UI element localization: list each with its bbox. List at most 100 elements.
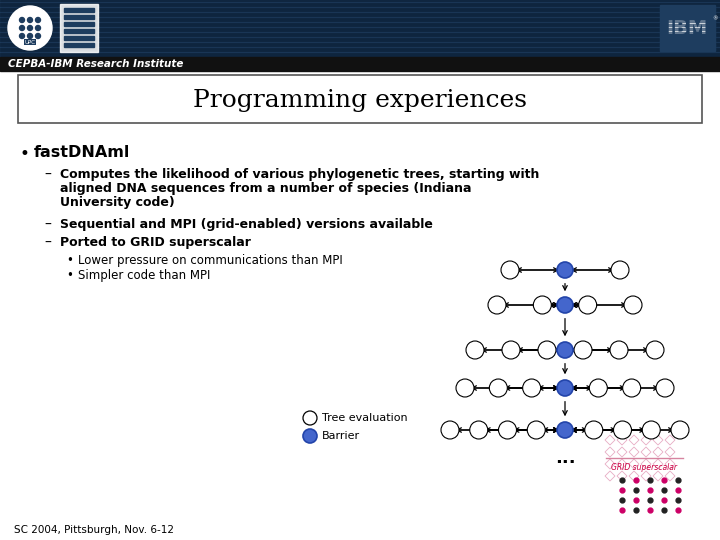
Text: fastDNAml: fastDNAml bbox=[34, 145, 130, 160]
Circle shape bbox=[35, 33, 40, 38]
Bar bbox=[660, 40, 715, 42]
Text: SC 2004, Pittsburgh, Nov. 6-12: SC 2004, Pittsburgh, Nov. 6-12 bbox=[14, 525, 174, 535]
Text: GRID superscalar: GRID superscalar bbox=[611, 463, 677, 472]
Text: ...: ... bbox=[554, 449, 575, 467]
Bar bbox=[0, 12, 720, 14]
Circle shape bbox=[466, 341, 484, 359]
Circle shape bbox=[656, 379, 674, 397]
Circle shape bbox=[456, 379, 474, 397]
Circle shape bbox=[27, 33, 32, 38]
Bar bbox=[0, 32, 720, 33]
Text: UPC: UPC bbox=[24, 39, 35, 44]
Bar bbox=[64, 43, 94, 46]
Text: –: – bbox=[44, 218, 51, 232]
Circle shape bbox=[303, 411, 317, 425]
Bar bbox=[0, 8, 720, 9]
Text: –: – bbox=[44, 236, 51, 250]
Circle shape bbox=[19, 33, 24, 38]
Bar bbox=[660, 44, 715, 45]
Circle shape bbox=[303, 429, 317, 443]
Circle shape bbox=[613, 421, 631, 439]
Bar bbox=[0, 28, 720, 29]
Bar bbox=[64, 36, 94, 39]
Circle shape bbox=[611, 261, 629, 279]
Bar bbox=[0, 30, 720, 31]
Text: Computes the likelihood of various phylogenetic trees, starting with: Computes the likelihood of various phylo… bbox=[60, 168, 539, 181]
Text: •: • bbox=[20, 145, 30, 163]
Circle shape bbox=[19, 25, 24, 30]
Bar bbox=[0, 35, 720, 36]
Bar bbox=[660, 20, 715, 22]
Text: •: • bbox=[66, 254, 73, 267]
Circle shape bbox=[579, 296, 597, 314]
Text: ®: ® bbox=[712, 16, 718, 21]
Bar bbox=[60, 4, 98, 52]
Circle shape bbox=[590, 379, 608, 397]
Bar bbox=[660, 8, 715, 10]
Bar bbox=[0, 10, 720, 11]
Bar bbox=[0, 40, 720, 41]
Bar bbox=[0, 57, 720, 71]
Text: CEPBA-IBM Research Institute: CEPBA-IBM Research Institute bbox=[8, 59, 184, 69]
Circle shape bbox=[19, 17, 24, 23]
Bar bbox=[0, 5, 720, 6]
Text: Sequential and MPI (grid-enabled) versions available: Sequential and MPI (grid-enabled) versio… bbox=[60, 218, 433, 231]
Bar bbox=[64, 29, 94, 32]
Circle shape bbox=[642, 421, 660, 439]
Bar bbox=[0, 55, 720, 56]
Circle shape bbox=[488, 296, 506, 314]
Circle shape bbox=[623, 379, 641, 397]
Bar bbox=[0, 23, 720, 24]
Circle shape bbox=[35, 25, 40, 30]
Text: Lower pressure on communications than MPI: Lower pressure on communications than MP… bbox=[78, 254, 343, 267]
Circle shape bbox=[502, 341, 520, 359]
Circle shape bbox=[557, 422, 573, 438]
Bar bbox=[0, 45, 720, 46]
Circle shape bbox=[27, 17, 32, 23]
Circle shape bbox=[469, 421, 487, 439]
Bar bbox=[0, 52, 720, 53]
Bar bbox=[660, 16, 715, 17]
Circle shape bbox=[557, 297, 573, 313]
Bar bbox=[0, 15, 720, 16]
Bar bbox=[660, 24, 715, 25]
Text: Programming experiences: Programming experiences bbox=[193, 89, 527, 111]
Bar bbox=[0, 25, 720, 26]
Bar bbox=[0, 17, 720, 18]
Circle shape bbox=[490, 379, 508, 397]
Circle shape bbox=[538, 341, 556, 359]
Circle shape bbox=[527, 421, 545, 439]
Bar bbox=[64, 22, 94, 25]
Circle shape bbox=[8, 6, 52, 50]
Bar bbox=[660, 12, 715, 14]
Bar bbox=[660, 32, 715, 33]
Text: University code): University code) bbox=[60, 196, 175, 209]
Circle shape bbox=[557, 342, 573, 358]
Circle shape bbox=[441, 421, 459, 439]
Circle shape bbox=[523, 379, 541, 397]
Bar bbox=[64, 8, 94, 11]
Bar bbox=[660, 28, 715, 30]
Text: Simpler code than MPI: Simpler code than MPI bbox=[78, 269, 210, 282]
Circle shape bbox=[671, 421, 689, 439]
Text: •: • bbox=[66, 269, 73, 282]
Bar bbox=[660, 5, 715, 51]
Circle shape bbox=[27, 25, 32, 30]
Text: Barrier: Barrier bbox=[322, 431, 360, 441]
Bar bbox=[660, 36, 715, 37]
Text: Tree evaluation: Tree evaluation bbox=[322, 413, 408, 423]
Text: Ported to GRID superscalar: Ported to GRID superscalar bbox=[60, 236, 251, 249]
Circle shape bbox=[35, 17, 40, 23]
Text: –: – bbox=[44, 168, 51, 182]
Bar bbox=[0, 50, 720, 51]
Circle shape bbox=[498, 421, 516, 439]
Text: IBM: IBM bbox=[667, 18, 708, 37]
Circle shape bbox=[501, 261, 519, 279]
Circle shape bbox=[646, 341, 664, 359]
Bar bbox=[64, 15, 94, 18]
Bar bbox=[660, 48, 715, 50]
Bar bbox=[0, 43, 720, 44]
Text: aligned DNA sequences from a number of species (Indiana: aligned DNA sequences from a number of s… bbox=[60, 182, 472, 195]
Bar bbox=[0, 48, 720, 49]
Bar bbox=[0, 0, 720, 1]
